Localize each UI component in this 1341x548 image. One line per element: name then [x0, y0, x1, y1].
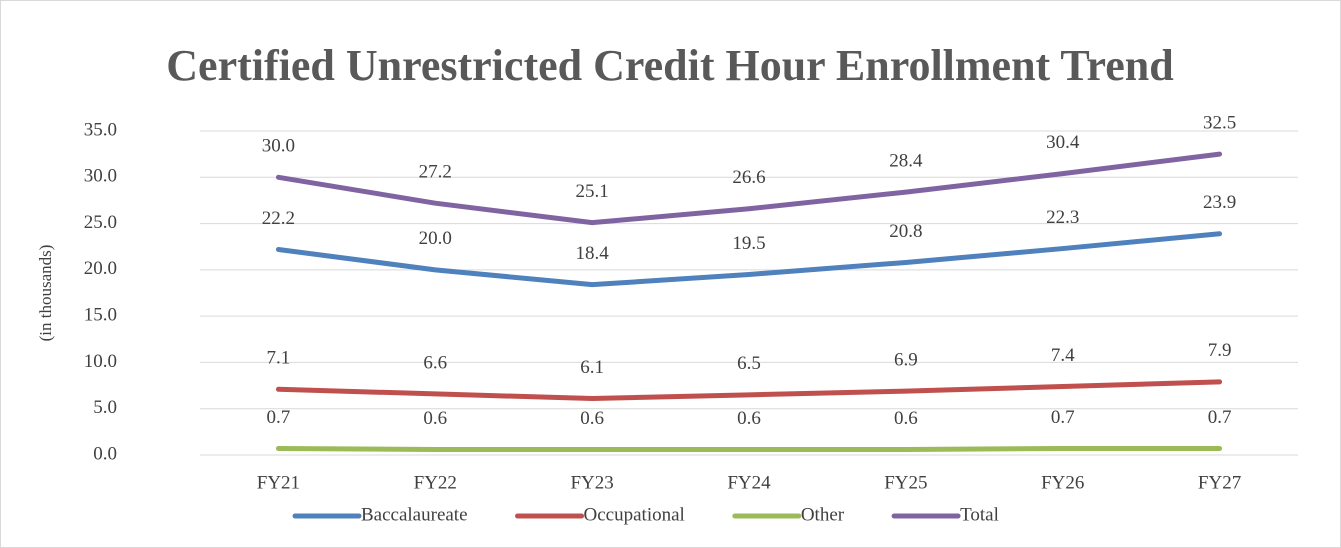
y-tick-label: 25.0: [84, 212, 117, 233]
data-label: 30.4: [1046, 132, 1080, 153]
data-label: 7.9: [1208, 340, 1232, 361]
y-tick-label: 5.0: [93, 397, 117, 418]
data-label: 23.9: [1203, 192, 1236, 213]
y-tick-label: 10.0: [84, 351, 117, 372]
data-label: 0.6: [423, 408, 447, 429]
x-tick-label: FY25: [884, 472, 927, 493]
x-tick-label: FY26: [1041, 472, 1084, 493]
data-label: 26.6: [732, 167, 765, 188]
data-label: 0.7: [267, 407, 291, 428]
data-label: 7.1: [267, 348, 291, 369]
series-line: [275, 446, 1223, 452]
data-label: 22.2: [262, 208, 295, 229]
series-line: [275, 151, 1223, 226]
data-label: 20.8: [889, 221, 922, 242]
data-label: 20.0: [419, 228, 452, 249]
x-tick-label: FY24: [727, 472, 771, 493]
legend-label: Baccalaureate: [361, 504, 468, 525]
legend-label: Other: [801, 504, 845, 525]
y-tick-label: 35.0: [84, 119, 117, 140]
data-label: 6.9: [894, 349, 918, 370]
y-tick-label: 0.0: [93, 443, 117, 464]
data-label: 6.5: [737, 353, 761, 374]
data-label: 22.3: [1046, 207, 1079, 228]
data-label: 0.6: [894, 408, 918, 429]
x-tick-label: FY23: [570, 472, 613, 493]
data-label: 32.5: [1203, 113, 1236, 134]
data-label: 19.5: [732, 233, 765, 254]
x-tick-label: FY27: [1198, 472, 1241, 493]
data-label: 18.4: [576, 243, 610, 264]
data-label: 0.6: [580, 408, 604, 429]
legend-label: Total: [960, 504, 999, 525]
x-tick-label: FY22: [414, 472, 457, 493]
x-tick-label: FY21: [257, 472, 300, 493]
data-label: 0.6: [737, 408, 761, 429]
data-label: 0.7: [1208, 407, 1232, 428]
data-label: 6.6: [423, 352, 447, 373]
data-label: 25.1: [576, 181, 609, 202]
data-label: 6.1: [580, 357, 604, 378]
y-tick-label: 30.0: [84, 166, 117, 187]
y-tick-label: 20.0: [84, 258, 117, 279]
data-label: 30.0: [262, 136, 295, 157]
data-label: 27.2: [419, 162, 452, 183]
chart-title: Certified Unrestricted Credit Hour Enrol…: [166, 41, 1173, 90]
y-tick-label: 15.0: [84, 305, 117, 326]
series-line: [275, 379, 1223, 402]
data-label: 7.4: [1051, 345, 1075, 366]
data-label: 28.4: [889, 150, 923, 171]
legend-label: Occupational: [584, 504, 685, 525]
series-line: [275, 231, 1223, 288]
y-axis-label: (in thousands): [36, 245, 55, 342]
data-label: 0.7: [1051, 407, 1075, 428]
